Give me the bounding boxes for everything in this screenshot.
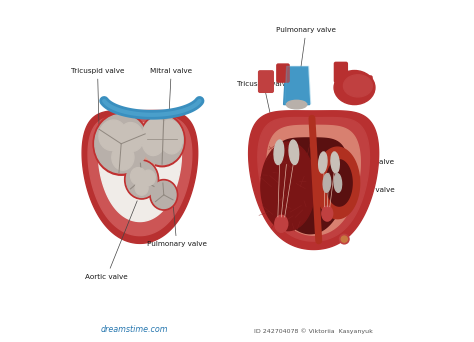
Ellipse shape [135, 181, 148, 195]
Ellipse shape [142, 170, 155, 185]
Ellipse shape [286, 100, 307, 109]
Text: Pulmonary valve: Pulmonary valve [147, 198, 207, 247]
Ellipse shape [119, 122, 144, 152]
Polygon shape [273, 138, 348, 234]
Ellipse shape [112, 145, 134, 170]
Ellipse shape [322, 206, 333, 221]
FancyBboxPatch shape [335, 62, 347, 82]
Text: dreamstime.com: dreamstime.com [101, 325, 168, 334]
Ellipse shape [132, 152, 155, 176]
Polygon shape [326, 160, 352, 206]
Text: Mitral valve: Mitral valve [150, 67, 192, 116]
Ellipse shape [99, 120, 127, 150]
Ellipse shape [274, 140, 284, 165]
Ellipse shape [125, 160, 159, 199]
Polygon shape [315, 147, 360, 219]
Ellipse shape [341, 236, 347, 242]
Ellipse shape [334, 174, 342, 192]
Ellipse shape [95, 115, 147, 173]
Ellipse shape [339, 234, 349, 244]
Ellipse shape [344, 75, 373, 97]
Text: Pulmonary valve: Pulmonary valve [276, 27, 336, 83]
Text: ID 242704078 © Viktoriia  Kasyanyuk: ID 242704078 © Viktoriia Kasyanyuk [255, 328, 373, 334]
Ellipse shape [130, 168, 146, 185]
Ellipse shape [331, 152, 339, 173]
Text: Tricuspid valve: Tricuspid valve [71, 67, 124, 124]
Ellipse shape [142, 118, 167, 156]
Polygon shape [283, 67, 310, 105]
Polygon shape [261, 142, 315, 231]
Ellipse shape [334, 70, 375, 105]
Ellipse shape [158, 120, 182, 154]
Text: Aortic valve: Aortic valve [345, 184, 395, 193]
FancyBboxPatch shape [259, 71, 273, 92]
Text: Aortic valve: Aortic valve [85, 201, 137, 280]
Text: Tricuspid valve: Tricuspid valve [237, 81, 291, 146]
Ellipse shape [139, 114, 185, 167]
Ellipse shape [289, 140, 299, 165]
Polygon shape [258, 118, 369, 241]
FancyBboxPatch shape [277, 64, 289, 82]
Ellipse shape [319, 152, 327, 173]
Ellipse shape [141, 116, 183, 165]
Text: Mitral valve: Mitral valve [342, 159, 394, 166]
Ellipse shape [93, 112, 149, 175]
Polygon shape [285, 66, 310, 104]
FancyBboxPatch shape [361, 76, 372, 92]
Ellipse shape [150, 180, 178, 210]
Polygon shape [267, 125, 360, 235]
Ellipse shape [152, 181, 176, 209]
Ellipse shape [275, 215, 288, 232]
Ellipse shape [126, 162, 157, 197]
Polygon shape [248, 111, 379, 250]
Polygon shape [88, 116, 192, 236]
Ellipse shape [323, 174, 331, 192]
Polygon shape [99, 123, 182, 222]
Polygon shape [82, 110, 198, 244]
